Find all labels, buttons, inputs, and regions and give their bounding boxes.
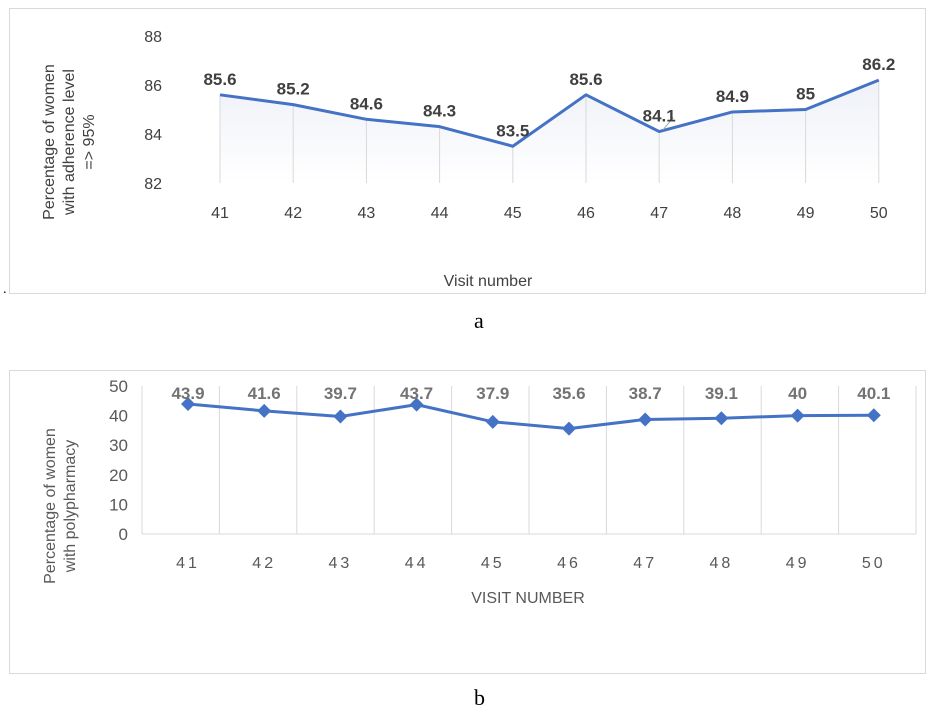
data-label: 84.3 — [423, 102, 456, 121]
data-label: 39.7 — [324, 384, 357, 403]
diamond-marker — [562, 421, 576, 436]
data-label: 37.9 — [476, 384, 509, 403]
x-tick-label: 41 — [211, 205, 229, 222]
data-label: 85.6 — [569, 70, 602, 89]
data-label: 85.6 — [203, 70, 236, 89]
y-tick-label: 84 — [144, 127, 162, 144]
y-tick-label: 0 — [119, 525, 128, 544]
diamond-marker — [790, 408, 805, 423]
data-label: 43.7 — [400, 384, 433, 403]
diamond-marker — [333, 409, 348, 424]
data-label: 40.1 — [857, 384, 890, 403]
series-line — [187, 402, 874, 431]
diamond-marker — [181, 397, 195, 412]
x-tick-label: 48 — [710, 555, 734, 572]
y-tick-label: 30 — [109, 436, 128, 455]
y-axis-title-line: with polypharmacy — [62, 440, 79, 574]
diamond-marker — [409, 397, 424, 412]
data-label: 43.9 — [171, 384, 204, 403]
data-label: 86.2 — [862, 55, 895, 74]
data-label: 85.2 — [277, 80, 310, 99]
label-leader-line — [662, 117, 674, 130]
data-label: 83.5 — [496, 121, 529, 140]
data-label: 84.9 — [716, 87, 749, 106]
chart-panel-a: 82 84 86 88 41 42 43 44 45 46 47 48 49 50 85.6 85.2 84.6… — [9, 8, 926, 294]
x-tick-label: 43 — [358, 205, 376, 222]
diamond-marker — [257, 403, 272, 418]
data-label: 38.7 — [629, 384, 662, 403]
series-line — [219, 78, 880, 148]
y-tick-label: 86 — [144, 78, 162, 95]
diamond-marker — [714, 411, 729, 426]
data-label: 84.6 — [350, 94, 383, 113]
x-tick-label: 47 — [650, 205, 668, 222]
x-tick-label: 48 — [724, 205, 742, 222]
data-label: 85 — [796, 85, 815, 104]
y-axis-title-line: Percentage of women — [41, 64, 58, 220]
diamond-marker — [638, 412, 653, 427]
x-tick-label: 42 — [284, 205, 302, 222]
data-label: 41.6 — [248, 384, 281, 403]
x-tick-label: 46 — [557, 555, 581, 572]
x-tick-label: 50 — [870, 205, 888, 222]
adherence-line-chart: 82 84 86 88 41 42 43 44 45 46 47 48 49 50 85.6 85.2 84.6… — [41, 29, 895, 290]
x-tick-label: 44 — [405, 555, 429, 572]
y-axis-title: Percentage of women with adherence level =… — [41, 64, 98, 220]
y-tick-label: 10 — [109, 495, 128, 514]
y-tick-label: 20 — [109, 466, 128, 485]
data-label: 39.1 — [705, 384, 738, 403]
y-tick-label: 40 — [109, 407, 128, 426]
x-tick-label: 50 — [862, 555, 886, 572]
x-tick-label: 49 — [797, 205, 815, 222]
y-axis-title-line: => 95% — [81, 114, 98, 169]
x-tick-label: 45 — [504, 205, 522, 222]
x-tick-label: 49 — [786, 555, 810, 572]
x-tick-label: 47 — [633, 555, 657, 572]
stray-mark: . — [3, 282, 7, 297]
panel-label-a: a — [474, 308, 484, 333]
polypharmacy-line-chart: 0 10 20 30 40 50 41 42 43 44 45 46 47 48 49 50 43.9 41.6 3… — [42, 377, 917, 607]
x-tick-label: 45 — [481, 555, 505, 572]
diamond-marker — [866, 408, 881, 423]
data-label: 84.1 — [643, 107, 676, 126]
x-axis-title: VISIT NUMBER — [471, 590, 585, 607]
x-tick-label: 46 — [577, 205, 595, 222]
y-axis-title: Percentage of women with polypharmacy — [42, 428, 79, 584]
y-tick-label: 82 — [144, 176, 162, 193]
y-tick-label: 88 — [144, 29, 162, 46]
panel-label-b: b — [474, 685, 485, 710]
y-axis-title-line: with adherence level — [61, 69, 78, 216]
x-tick-label: 43 — [329, 555, 353, 572]
data-label: 40 — [788, 384, 807, 403]
diamond-marker — [485, 414, 500, 429]
x-tick-label: 42 — [252, 555, 276, 572]
plot-shading — [220, 80, 879, 183]
y-axis-title-line: Percentage of women — [42, 428, 59, 584]
chart-panel-b: 0 10 20 30 40 50 41 42 43 44 45 46 47 48 49 50 43.9 41.6 3… — [9, 370, 926, 674]
data-label: 35.6 — [552, 384, 585, 403]
x-axis-title: Visit number — [444, 273, 533, 290]
x-tick-label: 41 — [176, 555, 200, 572]
x-tick-label: 44 — [431, 205, 449, 222]
y-tick-label: 50 — [109, 377, 128, 396]
